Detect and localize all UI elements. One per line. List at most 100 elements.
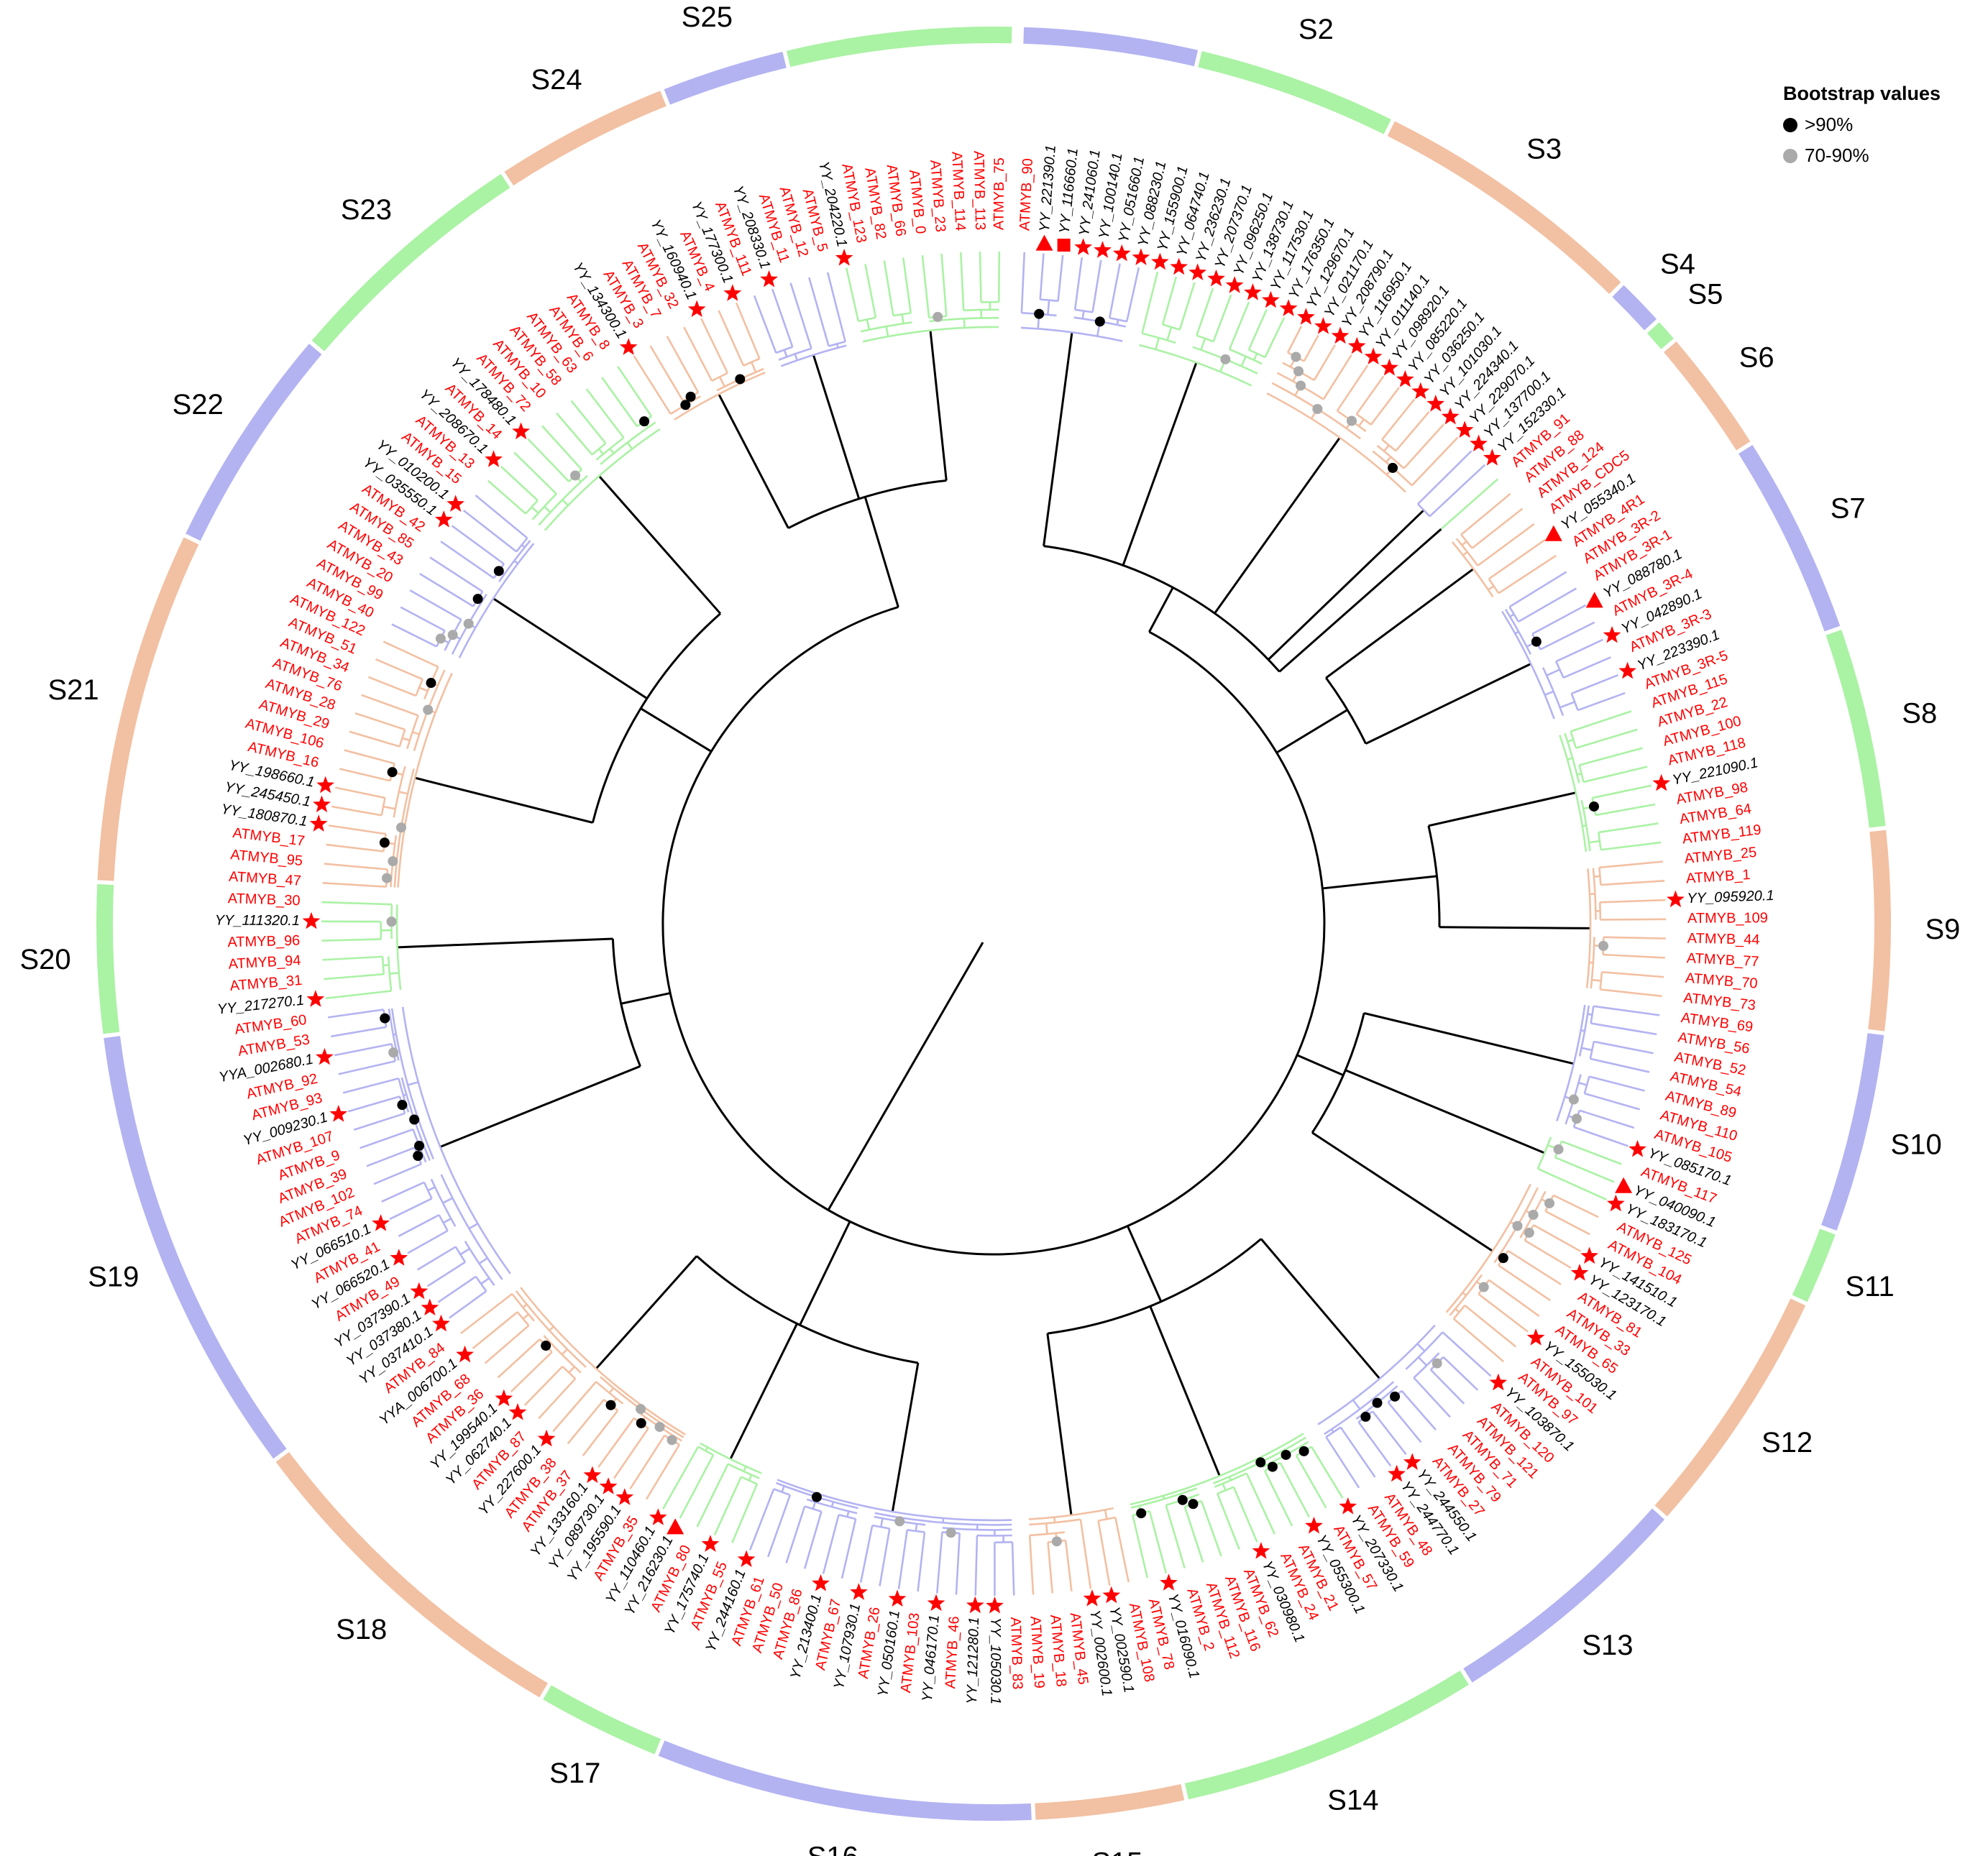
branch <box>1552 1194 1563 1200</box>
branch <box>383 640 431 664</box>
branch <box>855 311 860 322</box>
branch-arc <box>538 474 588 526</box>
branch <box>885 326 889 337</box>
branch <box>478 1257 488 1264</box>
subfamily-label: S24 <box>531 64 582 96</box>
bootstrap-node <box>636 1404 646 1415</box>
branch <box>840 1525 856 1579</box>
branch <box>783 349 788 357</box>
subfamily-ring-segment <box>311 173 510 352</box>
bootstrap-node <box>811 1492 822 1502</box>
star-icon <box>485 450 503 467</box>
branch <box>1216 294 1232 332</box>
branch-arc <box>515 1290 587 1368</box>
branch <box>1477 560 1485 566</box>
branch <box>1155 337 1160 350</box>
bootstrap-node <box>387 767 398 778</box>
branch-arc <box>674 371 766 421</box>
branch-arc <box>1040 298 1058 303</box>
branch-arc <box>1449 1274 1483 1316</box>
branch <box>645 1448 678 1500</box>
tip-label: ATMYB_109 <box>1687 910 1768 927</box>
branch <box>484 1330 523 1364</box>
branch <box>500 561 505 565</box>
branch <box>410 1147 416 1150</box>
star-icon <box>495 1389 513 1407</box>
branch-arc <box>711 372 728 382</box>
branch-arc <box>697 1446 714 1456</box>
branch <box>1452 1318 1461 1326</box>
branch-arc <box>858 316 876 323</box>
star-icon <box>446 495 464 512</box>
tip-label: ATMYB_70 <box>1685 970 1758 992</box>
star-icon <box>421 1298 439 1315</box>
subfamily-label: S21 <box>47 674 99 706</box>
branch <box>845 267 857 311</box>
bootstrap-node <box>1034 308 1045 319</box>
branch <box>505 1293 513 1300</box>
branch <box>1577 656 1611 673</box>
branch <box>962 303 965 311</box>
branch <box>534 1338 541 1344</box>
branch <box>940 253 947 307</box>
star-icon <box>309 814 328 832</box>
subfamily-label: S22 <box>173 389 224 421</box>
branch <box>846 1511 850 1517</box>
star-icon <box>1483 449 1501 466</box>
bootstrap-node <box>1051 1536 1062 1547</box>
branch <box>679 1464 710 1519</box>
branch-arc <box>1452 1305 1466 1320</box>
branch <box>1352 1399 1361 1410</box>
branch <box>818 1511 823 1520</box>
branch-arc <box>1217 1486 1235 1495</box>
branch <box>629 1442 661 1490</box>
branch <box>1608 841 1662 850</box>
branch <box>799 1221 851 1326</box>
branch <box>427 1186 436 1192</box>
branch <box>1114 1517 1119 1527</box>
branch <box>497 1343 536 1379</box>
branch <box>1592 692 1626 706</box>
branch <box>608 1387 615 1394</box>
branch-arc <box>380 797 386 816</box>
branch <box>1275 709 1348 754</box>
branch <box>409 1128 413 1131</box>
black-dot-icon <box>1783 117 1797 132</box>
branch <box>1232 1487 1238 1495</box>
bootstrap-node <box>423 704 434 715</box>
subfamily-label: S8 <box>1902 698 1937 730</box>
subfamily-label: S12 <box>1762 1427 1813 1458</box>
bootstrap-node <box>1298 1446 1309 1456</box>
branch <box>1554 1156 1567 1164</box>
branch <box>1375 387 1400 418</box>
branch <box>390 1078 399 1082</box>
branch <box>1507 1249 1513 1255</box>
branch <box>1403 464 1408 469</box>
branch <box>1518 614 1531 623</box>
bootstrap-node <box>945 1527 956 1538</box>
star-icon <box>1455 421 1474 438</box>
branch-arc <box>398 729 406 747</box>
bootstrap-node <box>1177 1494 1188 1505</box>
branch <box>452 1246 457 1249</box>
branch <box>387 761 395 765</box>
branch <box>979 252 982 293</box>
branch <box>1478 1293 1484 1298</box>
branch <box>1593 766 1648 781</box>
triangle-icon <box>1585 592 1603 608</box>
branch <box>1385 456 1392 463</box>
branch <box>389 1199 429 1221</box>
branch <box>1360 1356 1381 1379</box>
subfamily-label: S10 <box>1891 1129 1942 1160</box>
branch <box>331 805 370 814</box>
branch <box>1314 1451 1344 1499</box>
branch <box>487 573 495 579</box>
branch <box>349 730 392 745</box>
bootstrap-node <box>1281 1449 1291 1460</box>
branch <box>748 1474 753 1481</box>
bootstrap-node <box>1136 1508 1147 1519</box>
branch-arc <box>1585 868 1592 988</box>
branch <box>564 476 570 482</box>
branch <box>416 1247 454 1271</box>
